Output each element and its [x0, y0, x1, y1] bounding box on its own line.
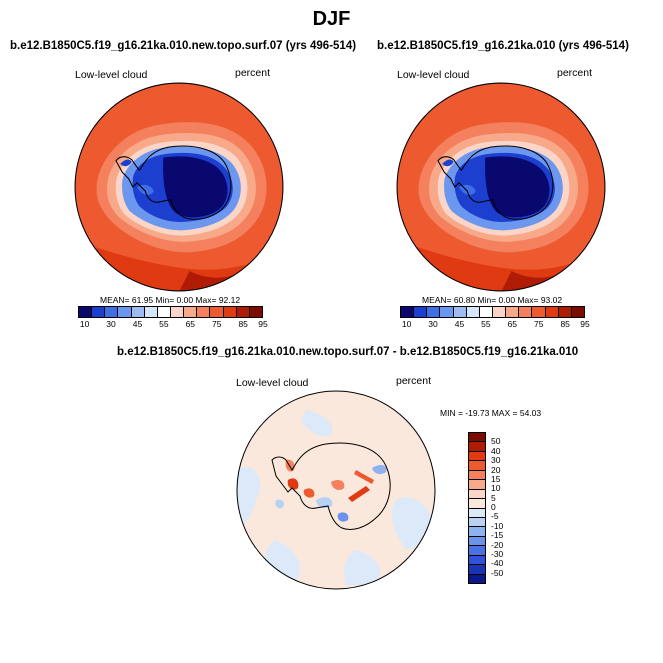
panel-2-colorbar-swatch-2: [427, 307, 441, 317]
panel-2-colorbar-swatch-1: [414, 307, 428, 317]
diff-colorbar-tick-label: 50: [491, 436, 501, 447]
panel-2-colorbar-swatch-3: [440, 307, 454, 317]
diff-colorbar-swatch-0: [469, 433, 485, 443]
diff-colorbar: [468, 432, 486, 584]
figure-title: DJF: [312, 8, 351, 30]
panel-2-colorbar-swatch-13: [571, 307, 584, 317]
diff-colorbar-swatch-3: [469, 461, 485, 471]
diff-colorbar-swatch-15: [469, 574, 485, 583]
panel-2-colorbar-tick-label: 10: [401, 319, 412, 329]
diff-colorbar-swatch-13: [469, 555, 485, 566]
panel-2-colorbar-tick-label: 55: [481, 319, 491, 329]
diff-colorbar-tick-label: -20: [491, 539, 504, 550]
panel-1-colorbar-swatch-8: [184, 307, 198, 317]
panel-1-colorbar-swatch-3: [118, 307, 132, 317]
panel-2-colorbar-swatch-5: [466, 307, 480, 317]
panel-2-colorbar-tick-label: 85: [560, 319, 570, 329]
diff-colorbar-tick-label: -5: [491, 511, 499, 522]
panel-1-colorbar-swatch-6: [157, 307, 171, 317]
diff-colorbar-swatch-5: [469, 480, 485, 490]
panel-2-colorbar-swatch-4: [453, 307, 467, 317]
panel-1-colorbar-tick-label: 85: [238, 319, 248, 329]
panel-1-colorbar-swatch-2: [105, 307, 119, 317]
diff-colorbar-labels: 50 40 30 20 15 10 5 0 -5 -10 -15 -20 -30 -40 -50: [491, 432, 521, 582]
panel-1-stats: MEAN= 61.95 Min= 0.00 Max= 92.12: [100, 295, 241, 305]
panel-1-colorbar: 10 30 45 55 65 75 85 95: [78, 306, 268, 330]
diff-colorbar-swatch-14: [469, 565, 485, 575]
panel-2-colorbar-swatch-8: [506, 307, 520, 317]
panel-1-polar-map: [74, 82, 284, 292]
panel-2-colorbar-swatch-11: [545, 307, 559, 317]
diff-panel-variable-label: Low-level cloud: [236, 377, 309, 389]
diff-colorbar-swatch-6: [469, 489, 485, 500]
panel-1-variable-label: Low-level cloud: [75, 69, 148, 81]
panel-1-colorbar-swatch-10: [210, 307, 224, 317]
diff-colorbar-tick-label: 20: [491, 464, 501, 475]
panel-1-colorbar-swatch-4: [131, 307, 145, 317]
diff-colorbar-swatch-9: [469, 517, 485, 528]
panel-1-colorbar-tick-label: 10: [79, 319, 90, 329]
panel-1-colorbar-swatch-5: [144, 307, 158, 317]
diff-polar-map: [236, 390, 436, 590]
panel-2-variable-label: Low-level cloud: [397, 69, 470, 81]
panel-1-colorbar-swatch-1: [92, 307, 106, 317]
panel-1-colorbar-swatch-12: [236, 307, 250, 317]
panel-1-colorbar-swatch-0: [79, 307, 93, 317]
panel-2-colorbar-swatch-0: [401, 307, 415, 317]
panel-2-colorbar-swatch-6: [479, 307, 493, 317]
diff-colorbar-tick-label: -40: [491, 558, 504, 569]
diff-colorbar-tick-label: 10: [491, 483, 501, 494]
panel-1-colorbar-tick-label: 65: [185, 319, 196, 329]
panel-1-colorbar-tick-label: 55: [159, 319, 169, 329]
diff-colorbar-tick-label: -10: [491, 520, 504, 531]
panel-1-colorbar-swatch-13: [249, 307, 262, 317]
panel-2-colorbar: 10 30 45 55 65 75 85 95: [400, 306, 590, 330]
diff-colorbar-tick-label: 30: [491, 455, 501, 466]
panel-1-colorbar-tick-label: 45: [132, 319, 143, 329]
panel-1-colorbar-swatch-7: [170, 307, 185, 317]
panel-2-colorbar-tick-label: 45: [454, 319, 465, 329]
panel-1-title: b.e12.B1850C5.f19_g16.21ka.010.new.topo.…: [10, 40, 357, 52]
diff-colorbar-swatch-1: [469, 442, 485, 452]
diff-panel-units-label: percent: [396, 375, 432, 387]
panel-2-colorbar-swatch-10: [532, 307, 546, 317]
panel-2-colorbar-swatch-7: [492, 307, 507, 317]
diff-colorbar-tick-label: 15: [491, 473, 501, 484]
diff-colorbar-swatch-8: [469, 508, 485, 518]
diff-colorbar-swatch-11: [469, 536, 485, 547]
diff-minmax: MIN = -19.73 MAX = 54.03: [440, 408, 542, 418]
panel-1-colorbar-swatch-9: [197, 307, 211, 317]
panel-2-polar-map: [396, 82, 606, 292]
diff-colorbar-tick-label: 5: [491, 492, 496, 503]
diff-colorbar-tick-label: 0: [491, 502, 496, 512]
diff-colorbar-tick-label: 40: [491, 445, 501, 456]
panel-2-colorbar-tick-label: 65: [507, 319, 518, 329]
panel-2-colorbar-swatch-9: [519, 307, 533, 317]
diff-panel-title: b.e12.B1850C5.f19_g16.21ka.010.new.topo.…: [117, 346, 579, 358]
panel-1-colorbar-swatch-11: [223, 307, 237, 317]
panel-2-colorbar-tick-label: 30: [428, 319, 438, 329]
diff-colorbar-swatch-7: [469, 499, 485, 509]
panel-1-colorbar-tick-label: 95: [258, 319, 268, 329]
panel-2-colorbar-tick-label: 75: [534, 319, 544, 329]
panel-2-units-label: percent: [557, 67, 593, 79]
diff-colorbar-swatch-10: [469, 527, 485, 537]
panel-2-colorbar-tick-label: 95: [580, 319, 590, 329]
panel-1-colorbar-tick-label: 75: [212, 319, 222, 329]
diff-colorbar-tick-label: -15: [491, 530, 504, 541]
panel-2-title: b.e12.B1850C5.f19_g16.21ka.010 (yrs 496-…: [377, 40, 629, 52]
panel-2-colorbar-swatch-12: [558, 307, 572, 317]
panel-2-stats: MEAN= 60.80 Min= 0.00 Max= 93.02: [422, 295, 563, 305]
diff-colorbar-swatch-2: [469, 451, 485, 462]
diff-colorbar-tick-label: -50: [491, 567, 504, 578]
panel-1-units-label: percent: [235, 67, 271, 79]
diff-colorbar-tick-label: -30: [491, 548, 504, 559]
diff-colorbar-swatch-4: [469, 470, 485, 481]
diff-colorbar-swatch-12: [469, 546, 485, 556]
panel-1-colorbar-tick-label: 30: [106, 319, 116, 329]
